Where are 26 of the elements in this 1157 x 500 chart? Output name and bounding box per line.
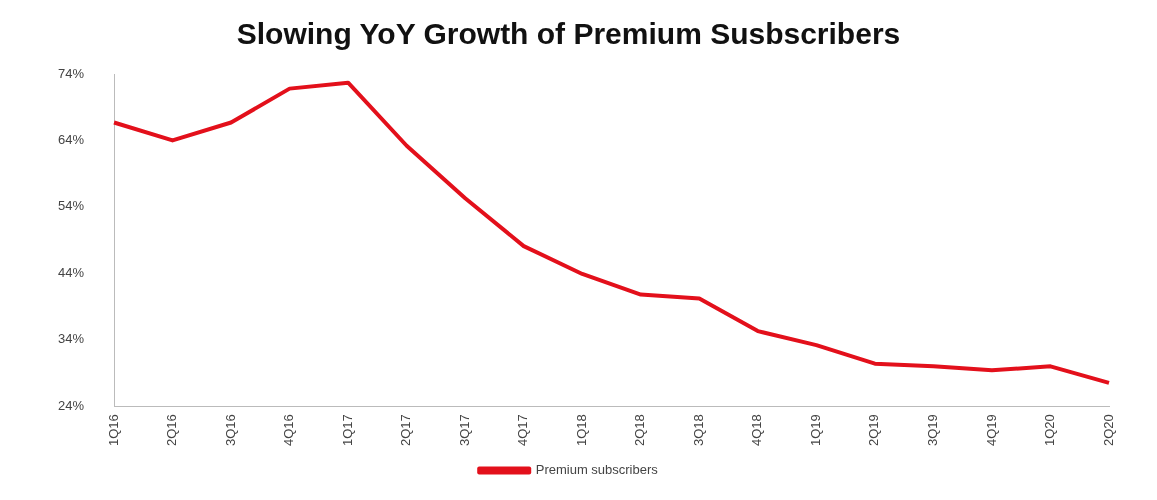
x-tick-label: 3Q18 xyxy=(690,414,706,447)
x-tick-label: 2Q16 xyxy=(164,414,180,447)
x-tick-label: 4Q19 xyxy=(983,414,999,447)
x-tick-label: 1Q20 xyxy=(1042,414,1058,447)
y-tick-label: 74% xyxy=(57,65,85,81)
x-tick-label: 4Q17 xyxy=(515,414,531,447)
y-tick-label: 44% xyxy=(57,264,85,280)
y-tick-label: 64% xyxy=(57,132,85,148)
x-tick-label: 2Q20 xyxy=(1100,414,1116,447)
x-tick-label: 1Q19 xyxy=(807,414,823,447)
x-tick-label: 4Q18 xyxy=(749,414,765,447)
x-tick-label: 3Q16 xyxy=(222,414,238,447)
x-tick-label: 4Q16 xyxy=(281,414,297,447)
x-tick-label: 1Q17 xyxy=(339,414,355,447)
x-tick-label: 3Q19 xyxy=(924,414,940,447)
x-tick-label: 2Q18 xyxy=(632,414,648,447)
x-tick-label: 1Q18 xyxy=(573,414,589,447)
legend-label: Premium subscribers xyxy=(535,462,659,478)
y-tick-label: 54% xyxy=(57,198,85,214)
x-tick-label: 2Q19 xyxy=(866,414,882,447)
y-tick-label: 34% xyxy=(57,331,85,347)
x-tick-label: 3Q17 xyxy=(456,414,472,447)
x-tick-label: 2Q17 xyxy=(398,414,414,447)
x-tick-label: 1Q16 xyxy=(105,414,121,447)
y-tick-label: 24% xyxy=(57,397,85,413)
chart-title: Slowing YoY Growth of Premium Susbscribers xyxy=(236,17,901,51)
